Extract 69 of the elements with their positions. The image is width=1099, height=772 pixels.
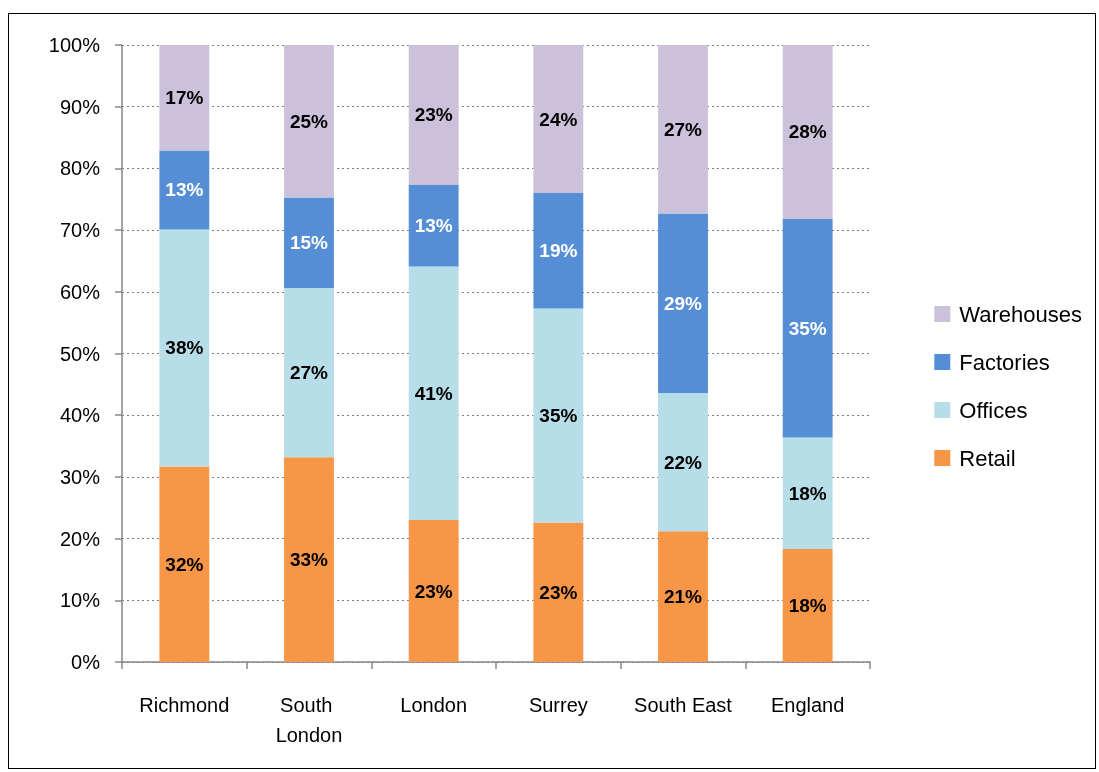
bar (782, 218, 833, 438)
data-label: 21% (663, 586, 703, 608)
bar (284, 288, 334, 458)
bar (782, 437, 833, 550)
data-label: 28% (788, 121, 827, 143)
bar (408, 45, 459, 185)
data-label: 13% (165, 179, 204, 201)
y-tick-label: 10% (59, 589, 101, 612)
x-tick-label: Surrey (528, 694, 588, 716)
data-label: 23% (539, 581, 578, 603)
bar (782, 45, 833, 219)
bar (658, 392, 708, 532)
bar (533, 308, 584, 523)
bar (159, 466, 210, 662)
y-tick-label: 90% (59, 95, 101, 118)
data-label: 24% (539, 108, 578, 130)
data-label: 18% (788, 482, 827, 504)
data-label: 13% (414, 214, 453, 236)
bar (658, 45, 708, 214)
y-tick-label: 100% (48, 34, 101, 56)
y-tick-label: 50% (59, 342, 101, 365)
data-label: 17% (165, 87, 204, 109)
bar (284, 197, 334, 289)
legend-label: Offices (959, 397, 1028, 423)
bar (159, 150, 210, 230)
data-label: 19% (539, 240, 578, 262)
data-label: 18% (788, 595, 827, 617)
data-label: 35% (788, 317, 827, 339)
y-tick-label: 0% (71, 651, 101, 673)
x-tick-label: South East (634, 694, 733, 716)
data-label: 33% (289, 549, 329, 571)
y-tick-label: 80% (59, 157, 101, 180)
data-label: 23% (414, 580, 453, 602)
x-tick-label: England (770, 694, 845, 716)
bar (782, 549, 833, 662)
data-label: 32% (165, 553, 204, 575)
y-tick-label: 60% (59, 280, 101, 303)
legend-label: Warehouses (959, 301, 1082, 327)
bar (658, 213, 708, 393)
x-tick-label: Richmond (139, 694, 230, 716)
bar (533, 45, 584, 194)
legend-label: Retail (959, 445, 1016, 471)
data-label: 25% (289, 110, 329, 132)
data-label: 15% (289, 232, 329, 254)
data-label: 38% (165, 337, 204, 359)
bar (284, 45, 334, 198)
y-tick-label: 30% (59, 465, 101, 488)
data-label: 29% (663, 292, 703, 314)
bar (284, 457, 334, 662)
legend-label: Factories (959, 349, 1050, 375)
data-label: 35% (539, 405, 578, 427)
y-tick-label: 40% (59, 404, 101, 427)
data-label: 22% (663, 451, 703, 473)
data-label: 27% (289, 362, 329, 384)
bar (408, 184, 459, 267)
bar (658, 531, 708, 662)
bar (159, 229, 210, 467)
y-tick-label: 70% (59, 219, 101, 242)
y-tick-label: 20% (59, 527, 101, 550)
bar (408, 266, 459, 521)
bar (159, 45, 210, 151)
bar (408, 520, 459, 662)
x-tick-label: London (400, 694, 468, 716)
data-label: 23% (414, 104, 453, 126)
x-tick-label: South London (275, 694, 343, 746)
bar (533, 193, 584, 309)
data-label: 27% (663, 118, 703, 140)
data-label: 41% (414, 382, 453, 404)
bar (533, 522, 584, 662)
